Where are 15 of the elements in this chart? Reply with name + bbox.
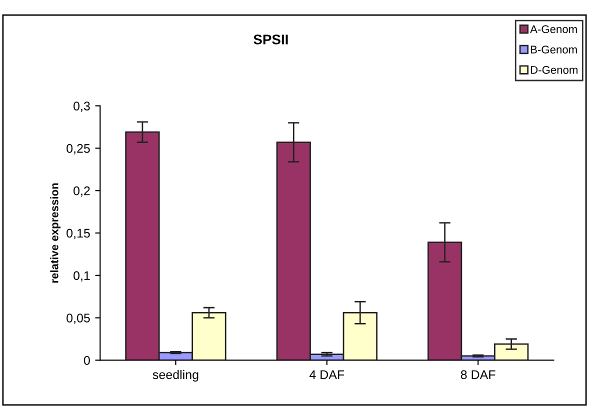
y-tick-label: 0,2: [74, 186, 90, 197]
legend-label: B-Genom: [530, 46, 577, 54]
x-tick-label: 8 DAF: [460, 370, 496, 380]
y-tick-label: 0,1: [74, 271, 90, 282]
y-tick-label: 0,3: [74, 102, 90, 112]
x-tick-label: seedling: [152, 370, 198, 382]
y-axis-title: relative expression: [50, 183, 61, 283]
legend-label: A-Genom: [530, 25, 577, 34]
y-tick-label: 0,05: [66, 314, 90, 324]
y-tick-label: 0: [84, 356, 90, 365]
chart-title: SPSII: [254, 34, 288, 44]
y-tick-label: 0,25: [66, 144, 90, 154]
legend-label: D-Genom: [530, 66, 578, 74]
y-tick-label: 0,15: [66, 228, 90, 240]
x-tick-label: 4 DAF: [309, 370, 344, 379]
